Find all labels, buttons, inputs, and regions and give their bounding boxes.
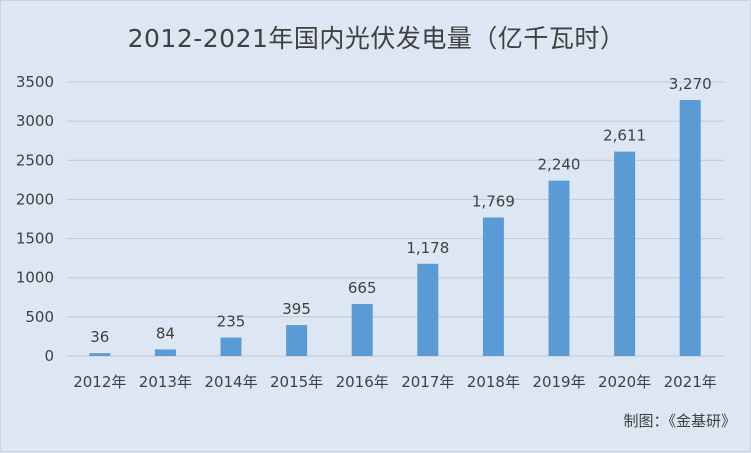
data-label: 84 — [156, 324, 175, 342]
bar — [286, 325, 308, 356]
y-tick-label: 2500 — [16, 151, 54, 169]
x-tick-label: 2016年 — [336, 373, 389, 391]
data-label: 1,178 — [406, 239, 449, 257]
bar — [614, 151, 636, 356]
chart-source: 制图：《金基研》 — [623, 412, 736, 430]
x-tick-label: 2017年 — [401, 373, 454, 391]
y-tick-label: 0 — [44, 347, 54, 365]
bar — [482, 217, 504, 356]
x-tick-label: 2019年 — [532, 373, 585, 391]
bar — [548, 180, 570, 356]
data-label: 235 — [217, 313, 246, 331]
x-tick-label: 2012年 — [73, 373, 126, 391]
x-tick-label: 2020年 — [598, 373, 651, 391]
bar — [154, 349, 176, 356]
bar — [679, 100, 701, 357]
data-label: 2,240 — [538, 156, 581, 174]
data-label: 2,611 — [603, 127, 646, 145]
bar — [89, 353, 111, 356]
x-tick-label: 2013年 — [139, 373, 192, 391]
y-tick-label: 1000 — [16, 269, 54, 287]
y-tick-label: 500 — [25, 308, 54, 326]
x-tick-label: 2018年 — [467, 373, 520, 391]
x-tick-label: 2021年 — [664, 373, 717, 391]
data-label: 3,270 — [669, 75, 712, 93]
y-tick-label: 2000 — [16, 190, 54, 208]
x-tick-label: 2015年 — [270, 373, 323, 391]
bar — [220, 337, 242, 356]
data-label: 395 — [282, 300, 311, 318]
data-label: 665 — [348, 279, 377, 297]
y-tick-label: 3500 — [16, 73, 54, 91]
y-tick-label: 3000 — [16, 112, 54, 130]
y-tick-label: 1500 — [16, 230, 54, 248]
bar — [351, 303, 373, 356]
data-label: 36 — [90, 328, 109, 346]
bar — [417, 263, 439, 356]
chart-title: 2012-2021年国内光伏发电量（亿千瓦时） — [127, 24, 626, 53]
x-tick-label: 2014年 — [204, 373, 257, 391]
data-label: 1,769 — [472, 193, 515, 211]
